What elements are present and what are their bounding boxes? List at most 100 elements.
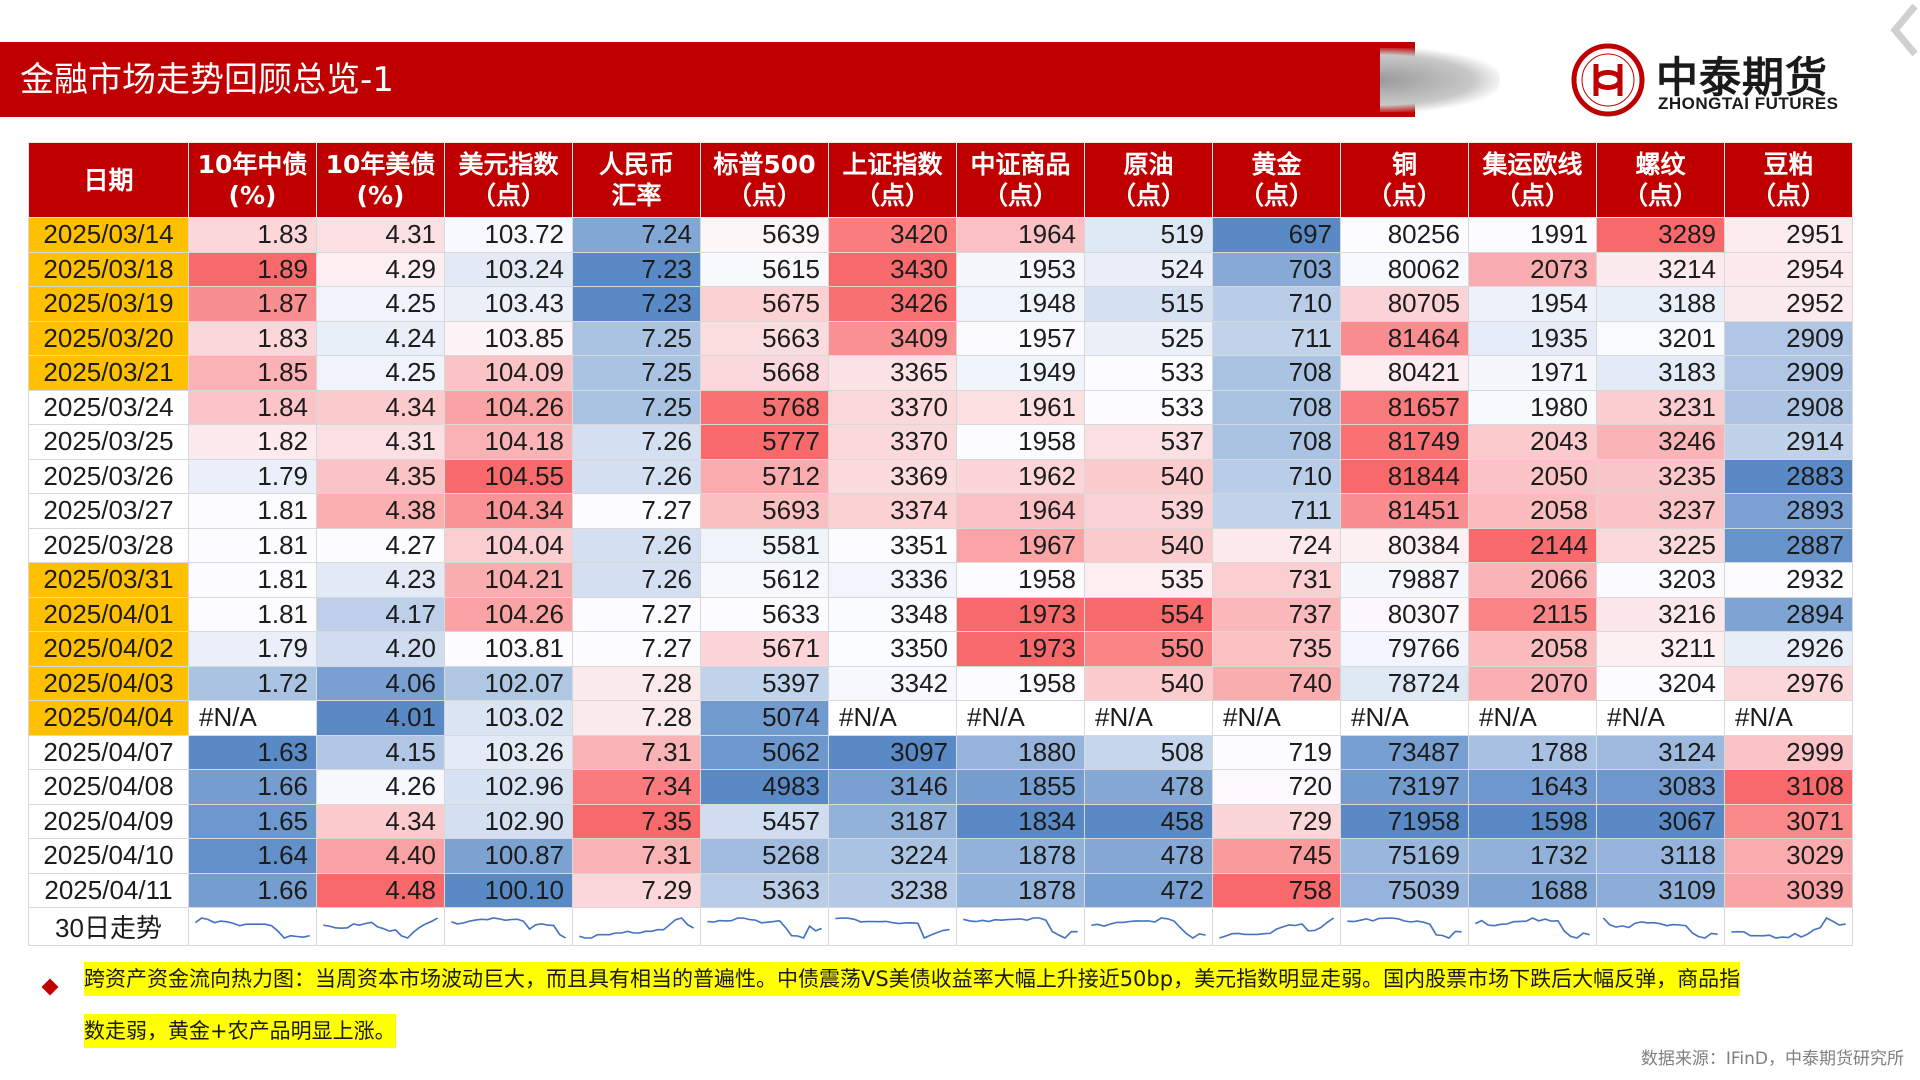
value-cell: 7.28 [572, 665, 701, 701]
column-header: 10年美债 (%) [316, 142, 445, 218]
value-cell: 3067 [1596, 803, 1725, 839]
value-cell: 533 [1084, 355, 1213, 391]
commentary-line-1: 跨资产资金流向热力图：当周资本市场波动巨大，而且具有相当的普遍性。中债震荡VS美… [84, 962, 1741, 996]
value-cell: 1.83 [188, 320, 317, 356]
value-cell: 731 [1212, 562, 1341, 598]
sparkline-cell [828, 907, 957, 946]
value-cell: 2951 [1724, 217, 1853, 253]
value-cell: 3029 [1724, 838, 1853, 874]
value-cell: 103.26 [444, 734, 573, 770]
value-cell: 5397 [700, 665, 829, 701]
value-cell: 4.15 [316, 734, 445, 770]
column-header-line: 汇率 [611, 181, 662, 210]
sparkline-chart [963, 916, 1078, 939]
value-cell: 3201 [1596, 320, 1725, 356]
value-cell: 1.66 [188, 872, 317, 908]
value-cell: 78724 [1340, 665, 1469, 701]
value-cell: 7.25 [572, 389, 701, 425]
sparkline-chart [194, 916, 310, 939]
date-cell: 2025/04/11 [28, 872, 189, 908]
value-cell: 100.10 [444, 872, 573, 908]
value-cell: 1961 [956, 389, 1085, 425]
sparkline-row: 30日走势 [28, 907, 1853, 946]
value-cell: 2144 [1468, 527, 1597, 563]
value-cell: 540 [1084, 665, 1213, 701]
date-cell: 2025/03/19 [28, 286, 189, 322]
value-cell: 1949 [956, 355, 1085, 391]
date-cell: 2025/03/20 [28, 320, 189, 356]
value-cell: 1991 [1468, 217, 1597, 253]
value-cell: 3426 [828, 286, 957, 322]
value-cell: 1788 [1468, 734, 1597, 770]
table-row: 2025/03/14 1.83 4.31 103.72 7.24 5639 3420 1964… [28, 217, 1853, 253]
sparkline-cell [1596, 907, 1725, 946]
value-cell: 2914 [1724, 424, 1853, 460]
sparkline-chart [1602, 916, 1718, 939]
table-row: 2025/03/18 1.89 4.29 103.24 7.23 5615 3430 1953… [28, 251, 1853, 287]
value-cell: 5768 [700, 389, 829, 425]
column-header: 中证商品 （点） [956, 142, 1085, 218]
value-cell: 2952 [1724, 286, 1853, 322]
value-cell: 4.34 [316, 803, 445, 839]
value-cell: 1.79 [188, 631, 317, 667]
commentary-line-2: 数走弱，黄金+农产品明显上涨。 [84, 1014, 396, 1048]
value-cell: 102.90 [444, 803, 573, 839]
table-row: 2025/04/01 1.81 4.17 104.26 7.27 5633 3348 1973… [28, 596, 1853, 632]
value-cell: 4.25 [316, 286, 445, 322]
value-cell: 4.38 [316, 493, 445, 529]
value-cell: 711 [1212, 493, 1341, 529]
value-cell: 7.26 [572, 424, 701, 460]
value-cell: 81844 [1340, 458, 1469, 494]
date-cell: 2025/04/01 [28, 596, 189, 632]
value-cell: 7.29 [572, 872, 701, 908]
value-cell: 3342 [828, 665, 957, 701]
value-cell: #N/A [1212, 700, 1341, 736]
column-header: 标普500 （点） [700, 142, 829, 218]
value-cell: 535 [1084, 562, 1213, 598]
value-cell: 1878 [956, 838, 1085, 874]
value-cell: 4.23 [316, 562, 445, 598]
value-cell: 2926 [1724, 631, 1853, 667]
sparkline-cell [1724, 907, 1853, 946]
value-cell: 1.72 [188, 665, 317, 701]
value-cell: 4.06 [316, 665, 445, 701]
date-cell: 2025/03/24 [28, 389, 189, 425]
value-cell: 5612 [700, 562, 829, 598]
value-cell: 478 [1084, 769, 1213, 805]
value-cell: 1.81 [188, 562, 317, 598]
column-header-line: （点） [1238, 181, 1314, 210]
value-cell: 80705 [1340, 286, 1469, 322]
date-cell: 2025/04/09 [28, 803, 189, 839]
value-cell: 1598 [1468, 803, 1597, 839]
sparkline-cell [1212, 907, 1341, 946]
value-cell: 1.63 [188, 734, 317, 770]
date-cell: 2025/03/28 [28, 527, 189, 563]
value-cell: 729 [1212, 803, 1341, 839]
sparkline-line [323, 916, 439, 939]
value-cell: 1.82 [188, 424, 317, 460]
date-cell: 2025/03/26 [28, 458, 189, 494]
value-cell: 537 [1084, 424, 1213, 460]
value-cell: 719 [1212, 734, 1341, 770]
logo-english-name: ZHONGTAI FUTURES [1658, 94, 1839, 113]
column-header-line: 原油 [1123, 150, 1174, 179]
value-cell: 1.79 [188, 458, 317, 494]
value-cell: 1935 [1468, 320, 1597, 356]
value-cell: 1.85 [188, 355, 317, 391]
value-cell: 5457 [700, 803, 829, 839]
value-cell: 2066 [1468, 562, 1597, 598]
value-cell: 81749 [1340, 424, 1469, 460]
table-row: 2025/04/02 1.79 4.20 103.81 7.27 5671 3350 1973… [28, 631, 1853, 667]
value-cell: 4.29 [316, 251, 445, 287]
value-cell: #N/A [1596, 700, 1725, 736]
value-cell: 3183 [1596, 355, 1725, 391]
title-bar-shadow [1380, 48, 1500, 112]
value-cell: #N/A [956, 700, 1085, 736]
value-cell: 1962 [956, 458, 1085, 494]
value-cell: 4.24 [316, 320, 445, 356]
value-cell: 4983 [700, 769, 829, 805]
value-cell: 1878 [956, 872, 1085, 908]
value-cell: 1855 [956, 769, 1085, 805]
value-cell: 80256 [1340, 217, 1469, 253]
logo-chinese-name: 中泰期货 [1656, 53, 1829, 102]
